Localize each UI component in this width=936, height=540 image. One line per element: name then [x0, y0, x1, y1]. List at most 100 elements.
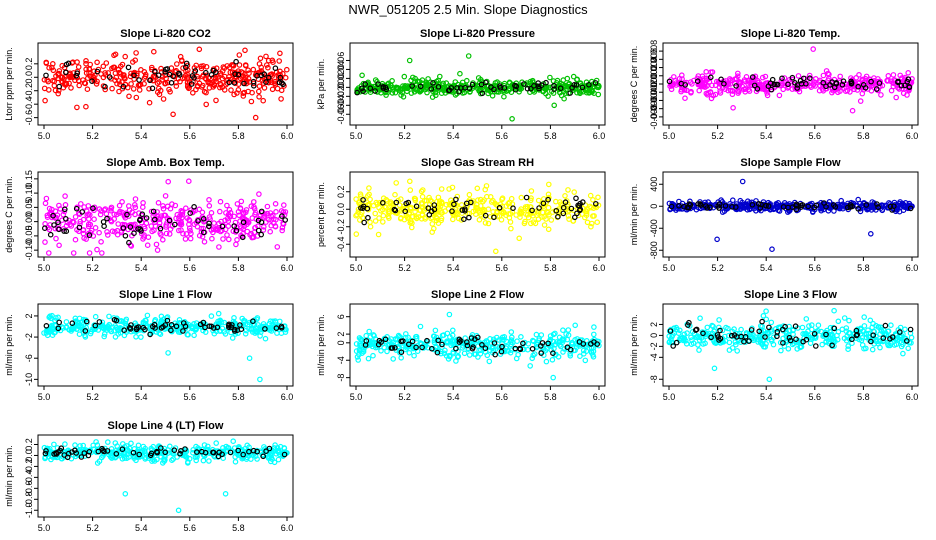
data-point [732, 339, 739, 345]
data-point [265, 64, 271, 71]
panel-title: Slope Li-820 CO2 [120, 28, 210, 40]
outlier-point [406, 57, 413, 64]
data-point [682, 95, 688, 102]
data-point [77, 218, 84, 225]
data-point [160, 203, 166, 209]
highlight-point [803, 81, 809, 87]
highlight-point [162, 69, 168, 75]
data-point [160, 237, 166, 243]
data-point [419, 193, 426, 200]
highlight-point [567, 90, 574, 96]
data-point [397, 341, 404, 348]
highlight-point [409, 83, 416, 89]
highlight-point [670, 343, 677, 349]
data-point [438, 186, 445, 192]
panel-title: Slope Gas Stream RH [421, 157, 534, 169]
highlight-point [192, 68, 199, 74]
scatter-points [41, 46, 290, 121]
data-point [670, 74, 677, 80]
data-point [93, 439, 99, 445]
data-point [103, 211, 110, 217]
data-point [100, 63, 107, 70]
data-point [115, 331, 122, 337]
data-point [78, 323, 85, 329]
data-point [667, 81, 674, 88]
data-point [385, 208, 392, 215]
data-point [384, 348, 390, 355]
data-point [499, 195, 506, 202]
data-point [447, 334, 453, 340]
x-tick-label: 5.0 [38, 131, 51, 141]
outlier-point [165, 178, 172, 185]
data-point [157, 87, 164, 94]
highlight-point [214, 324, 221, 331]
data-point [78, 201, 84, 207]
highlight-point [426, 212, 433, 218]
data-point [481, 86, 488, 93]
outlier-point [714, 236, 720, 243]
data-point [803, 330, 810, 337]
highlight-point [43, 448, 49, 454]
data-point [738, 326, 744, 333]
data-point [450, 337, 457, 344]
data-point [278, 208, 285, 214]
highlight-point [687, 202, 694, 208]
data-point [276, 58, 283, 64]
data-point [186, 225, 193, 232]
highlight-point [668, 203, 675, 210]
data-point [799, 324, 806, 331]
highlight-point [848, 80, 855, 86]
data-point [75, 64, 82, 70]
data-point [83, 60, 89, 67]
highlight-point [53, 451, 60, 457]
highlight-point [863, 202, 870, 208]
data-point [56, 242, 62, 249]
highlight-point [131, 230, 137, 237]
data-point [412, 197, 419, 204]
data-point [376, 204, 382, 211]
highlight-point [439, 341, 445, 348]
highlight-point [773, 81, 779, 88]
data-point [904, 92, 910, 98]
highlight-point [201, 229, 207, 236]
highlight-point [358, 205, 364, 211]
data-point [845, 346, 851, 353]
data-point [566, 216, 572, 222]
x-tick-label: 6.0 [281, 523, 294, 533]
data-point [76, 331, 83, 338]
data-point [128, 81, 134, 87]
highlight-point [102, 83, 108, 90]
data-point [231, 91, 237, 98]
data-point [384, 198, 391, 204]
highlight-point [555, 213, 561, 220]
data-point [438, 90, 445, 97]
outlier-point [446, 311, 453, 318]
y-tick-label: 0.0 [24, 71, 34, 84]
data-point [678, 335, 684, 342]
data-point [74, 59, 80, 65]
highlight-point [120, 83, 127, 90]
highlight-point [43, 72, 49, 79]
data-point [781, 75, 788, 81]
highlight-point [499, 343, 505, 350]
x-tick-label: 5.4 [135, 523, 148, 533]
data-point [41, 330, 47, 336]
data-point [176, 227, 182, 234]
highlight-point [82, 328, 89, 334]
data-point [436, 73, 443, 80]
data-point [549, 356, 556, 363]
data-point [118, 63, 124, 70]
highlight-point [258, 72, 265, 79]
highlight-point [785, 81, 791, 88]
panel-3: Slope Li-820 Temp.5.0 5.2 5.4 5.6 5.8 6.0-0.0… [629, 28, 919, 141]
highlight-point [512, 345, 519, 352]
panel-title: Slope Line 4 (LT) Flow [108, 420, 224, 432]
data-point [199, 73, 206, 80]
data-point [213, 440, 220, 446]
data-point [112, 334, 119, 340]
outlier-point [730, 105, 736, 111]
data-point [752, 73, 759, 80]
data-point [166, 86, 172, 93]
data-point [567, 352, 574, 359]
